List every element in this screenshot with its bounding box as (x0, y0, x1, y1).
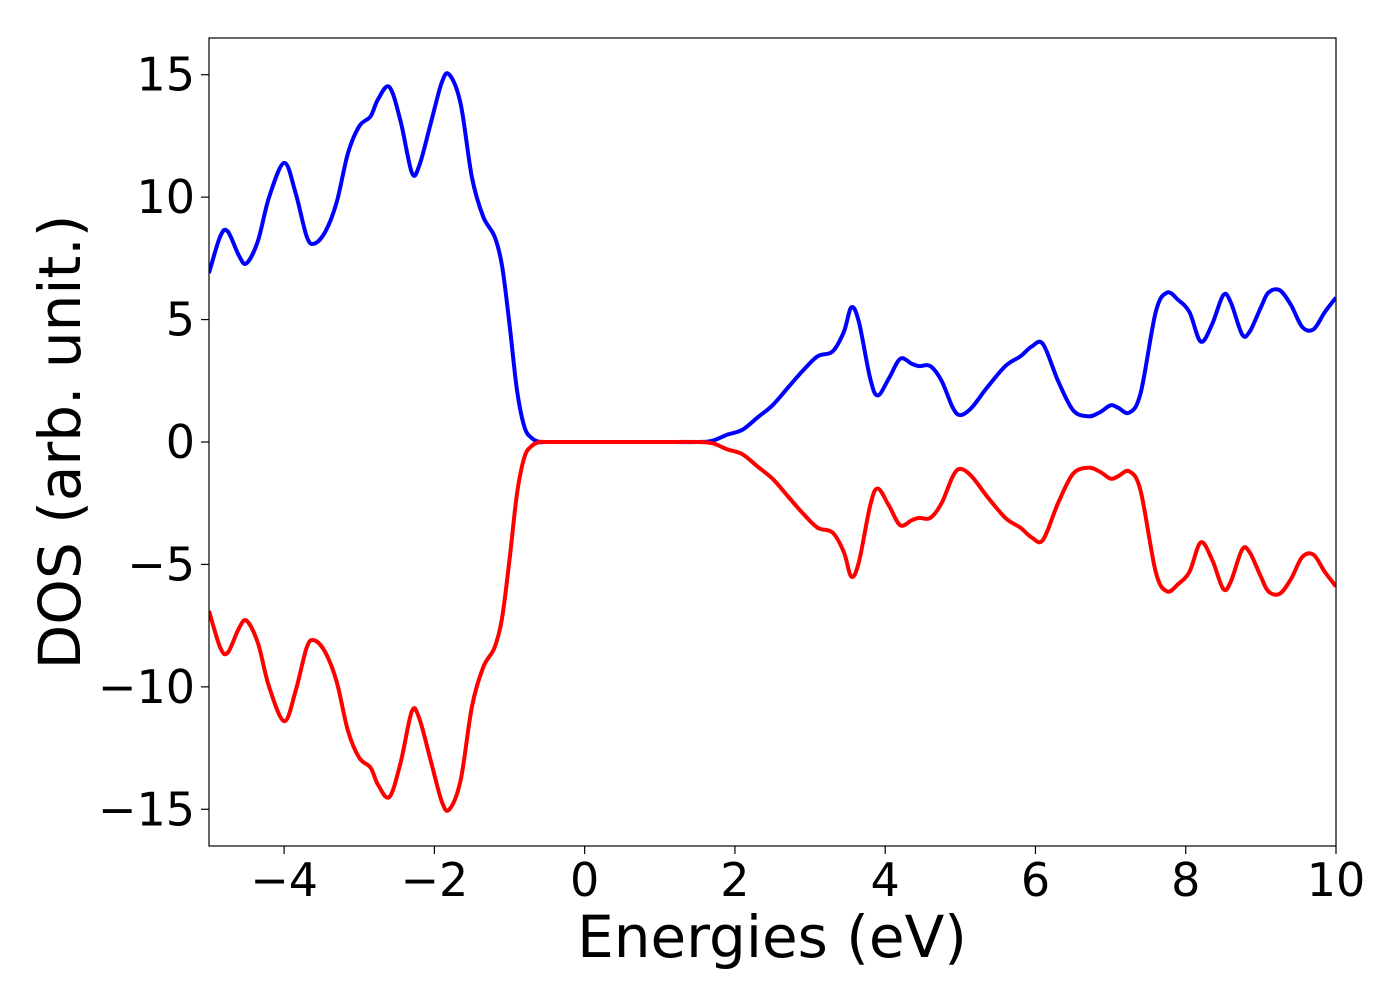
x-tick-label: 0 (570, 853, 599, 907)
x-axis: −4 −2 0 2 4 6 8 10 (250, 846, 1365, 907)
x-tick-label: 8 (1171, 853, 1200, 907)
x-axis-title: Energies (eV) (577, 903, 967, 971)
series-layer (209, 71, 1336, 813)
x-tick-label: −2 (400, 853, 468, 907)
y-tick-label: 15 (136, 48, 195, 102)
y-tick-label: −5 (127, 537, 195, 591)
x-tick-label: −4 (250, 853, 318, 907)
y-tick-label: 0 (166, 415, 195, 469)
plot-background (209, 38, 1336, 846)
x-tick-label: 10 (1307, 853, 1366, 907)
y-tick-label: −15 (98, 782, 195, 836)
x-tick-label: 2 (720, 853, 749, 907)
y-axis-title: DOS (arb. unit.) (26, 215, 94, 670)
x-tick-label: 6 (1021, 853, 1050, 907)
y-axis: 15 10 5 0 −5 −10 −15 (98, 48, 209, 836)
y-tick-label: 5 (166, 293, 195, 347)
x-tick-label: 4 (871, 853, 900, 907)
series-line-0 (209, 71, 1336, 445)
series-line-1 (209, 439, 1336, 813)
y-tick-label: −10 (98, 660, 195, 714)
y-tick-label: 10 (136, 170, 195, 224)
